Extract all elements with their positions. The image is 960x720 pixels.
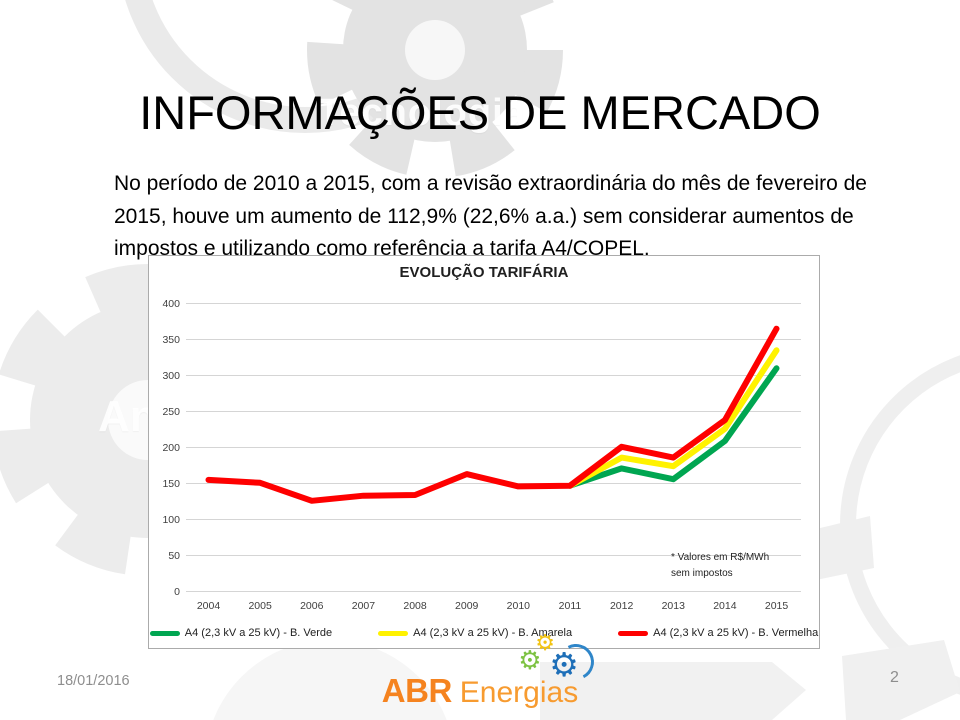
y-axis-tick-label: 250	[162, 406, 180, 418]
series-line-vermelha	[205, 325, 780, 504]
y-axis-tick-label: 0	[174, 586, 180, 598]
x-axis-tick-label: 2006	[300, 600, 324, 612]
gear-icon-blue: ⚙	[549, 645, 579, 684]
x-axis-tick-label: 2004	[197, 600, 221, 612]
y-axis-tick-label: 350	[162, 334, 180, 346]
legend-swatch-yellow	[378, 630, 409, 636]
slide-title: INFORMAÇÕES DE MERCADO	[139, 86, 821, 140]
series-line-amarela	[567, 347, 780, 489]
slide-body-text: No período de 2010 a 2015, com a revisão…	[114, 172, 867, 261]
y-axis-tick-label: 50	[168, 550, 180, 562]
x-axis-tick-label: 2008	[403, 600, 427, 612]
watermark-text-partial: An	[98, 392, 157, 441]
x-axis-tick-label: 2011	[559, 600, 582, 612]
x-axis-tick-label: 2014	[713, 600, 737, 612]
footer-date: 18/01/2016	[57, 673, 130, 689]
logo-text-abr: ABR	[381, 672, 453, 709]
chart-plot: 0 50 100 150 200 250 300 350 400 2004 2005 2006 2007…	[162, 298, 801, 612]
x-axis-tick-label: 2015	[765, 600, 789, 612]
legend-label-amarela: A4 (2,3 kV a 25 kV) - B. Amarela	[413, 627, 573, 639]
background-shape-footer-right	[842, 640, 960, 720]
legend-item-verde: A4 (2,3 kV a 25 kV) - B. Verde	[149, 627, 333, 639]
x-axis-tick-label: 2007	[352, 600, 376, 612]
background-shape-footer-center	[540, 662, 806, 720]
chart-annotation: * Valores em R$/MWh sem impostos	[671, 552, 770, 579]
watermark-text-tecnologia: Tecnologia	[318, 92, 526, 134]
x-axis-tick-label: 2005	[248, 600, 272, 612]
x-axis-tick-label: 2009	[455, 600, 479, 612]
abr-energias-logo: ABR Energias ⚙ ⚙ ⚙	[0, 633, 960, 716]
x-axis-tick-label: 2010	[507, 600, 531, 612]
chart-title: EVOLUÇÃO TARIFÁRIA	[399, 264, 569, 281]
y-axis-tick-label: 200	[162, 442, 180, 454]
slide-page-number: 2	[890, 669, 899, 686]
x-axis-tick-label: 2012	[610, 600, 634, 612]
background-pointer-right	[812, 516, 874, 580]
gear-icon-yellow: ⚙	[535, 631, 555, 656]
logo-inner: ABR Energias ⚙ ⚙ ⚙	[381, 633, 599, 716]
legend-swatch-red	[618, 630, 649, 636]
logo-text-energias: Energias	[459, 676, 579, 709]
background-gear-top-center	[307, 0, 563, 178]
legend-item-vermelha: A4 (2,3 kV a 25 kV) - B. Vermelha	[618, 627, 818, 639]
background-arc-top-left	[125, 0, 485, 133]
legend-label-vermelha: A4 (2,3 kV a 25 kV) - B. Vermelha	[653, 627, 819, 639]
logo-gears: ⚙ ⚙ ⚙	[518, 631, 599, 694]
y-axis-tick-label: 400	[162, 298, 180, 310]
y-axis-tick-label: 100	[162, 514, 180, 526]
series-line-verde	[567, 365, 780, 489]
y-axis-tick-label: 150	[162, 478, 180, 490]
legend-label-verde: A4 (2,3 kV a 25 kV) - B. Verde	[184, 627, 333, 639]
legend-swatch-green	[149, 630, 180, 636]
gear-icon-green: ⚙	[518, 646, 542, 676]
chart-legend: A4 (2,3 kV a 25 kV) - B. Verde A4 (2,3 k…	[149, 627, 819, 639]
background-circle-footer-left	[213, 640, 447, 720]
legend-item-amarela: A4 (2,3 kV a 25 kV) - B. Amarela	[378, 627, 572, 639]
x-axis-tick-label: 2013	[662, 600, 686, 612]
tariff-evolution-chart: 0 50 100 150 200 250 300 350 400 2004 2005 2006 2007…	[148, 255, 820, 649]
y-axis-tick-label: 300	[162, 370, 180, 382]
